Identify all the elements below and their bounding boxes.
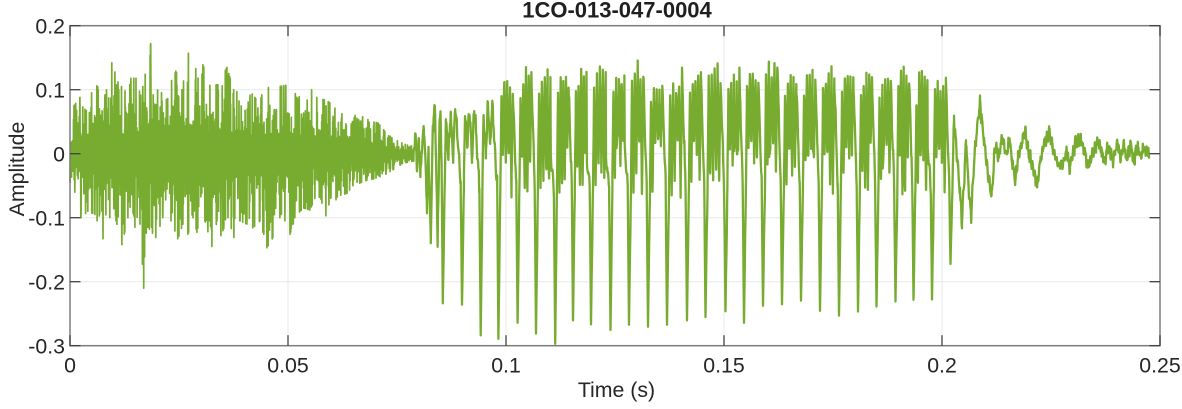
svg-text:0.2: 0.2 [927,354,957,378]
svg-text:0.2: 0.2 [35,15,65,39]
svg-text:Time (s): Time (s) [578,378,655,402]
svg-text:0.25: 0.25 [1139,354,1180,378]
svg-text:-0.2: -0.2 [28,271,65,295]
svg-text:0.1: 0.1 [491,354,521,378]
svg-text:0.15: 0.15 [703,354,744,378]
svg-text:-0.3: -0.3 [28,335,65,359]
svg-text:Amplitude: Amplitude [5,122,29,217]
svg-text:0.05: 0.05 [267,354,308,378]
svg-text:-0.1: -0.1 [28,207,65,231]
svg-text:0.1: 0.1 [35,79,65,103]
svg-text:1CO-013-047-0004: 1CO-013-047-0004 [522,0,712,22]
svg-text:0: 0 [64,354,76,378]
svg-text:0: 0 [53,143,65,167]
